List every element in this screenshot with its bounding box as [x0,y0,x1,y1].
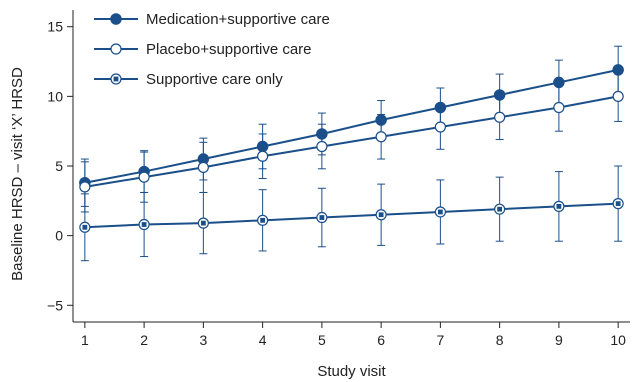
marker-square-dot [556,203,562,209]
legend-marker [110,73,122,85]
data-point [553,101,565,114]
data-point [612,198,624,210]
data-point [316,211,328,224]
data-point [257,150,269,162]
data-point [79,181,91,193]
x-tick-label: 5 [318,332,326,348]
legend: Medication+supportive care Placebo+suppor… [94,11,330,88]
data-point [79,221,91,233]
marker-square-dot [260,217,266,223]
y-tick-label: 0 [55,228,63,244]
data-point [375,131,387,143]
data-point [138,218,150,231]
series-layer [79,45,624,262]
legend-item-2: Placebo+supportive care [94,41,312,58]
marker-open-circle [316,140,328,153]
data-point [434,206,446,218]
marker-square-dot [319,215,325,220]
x-tick-label: 9 [555,332,563,348]
marker-open-circle [79,181,91,193]
marker-open-circle [110,43,122,55]
data-point [316,140,328,153]
marker-square-dot [437,209,443,215]
y-tick-label: 10 [47,88,63,104]
marker-open-circle [375,131,387,143]
marker-square-dot [200,220,206,226]
marker-open-circle [494,111,506,123]
x-tick-label: 1 [81,332,89,348]
data-point [612,90,624,102]
legend-item-3: Supportive care only [94,71,283,88]
x-tick-label: 2 [140,332,148,348]
data-point [197,161,209,173]
x-axis-title: Study visit [317,363,386,380]
data-point [197,217,209,229]
data-point [434,121,446,133]
data-point [375,209,387,221]
y-tick-label: 5 [55,158,63,174]
data-point [257,214,269,226]
legend-marker [110,13,122,25]
marker-open-circle [553,101,565,114]
series-line [84,68,619,184]
data-point [494,111,506,123]
series-line [84,95,619,188]
marker-open-circle [434,121,446,133]
x-tick-label: 7 [436,332,444,348]
marker-square-dot [82,224,88,230]
marker-square-dot [113,76,119,82]
marker-open-circle [257,150,269,162]
y-axis-title: Baseline HRSD – visit ‘X’ HRSD [9,67,26,281]
y-tick-label: 15 [47,19,63,35]
marker-open-circle [197,161,209,173]
x-tick-label: 4 [259,332,267,348]
marker-square-dot [378,212,384,218]
legend-item-1: Medication+supportive care [94,11,330,28]
legend-label: Medication+supportive care [146,11,330,28]
x-tick-label: 8 [496,332,504,348]
data-point [553,200,565,212]
marker-square-dot [615,201,621,207]
series-2 [79,70,624,213]
marker-open-circle [138,171,150,183]
legend-marker [110,43,122,55]
x-tick-label: 6 [377,332,385,348]
series-line [84,202,619,229]
axes: −5 0 5 10 15 1 2 3 4 5 6 7 8 9 10 [47,10,630,348]
marker-open-circle [612,90,624,102]
legend-label: Supportive care only [146,71,283,88]
y-tick-label: −5 [47,297,63,313]
marker-square-dot [497,206,503,212]
marker-square-dot [141,222,147,227]
legend-label: Placebo+supportive care [146,41,312,58]
data-point [138,171,150,183]
x-tick-label: 3 [199,332,207,348]
marker-filled-circle [110,13,122,25]
x-tick-label: 10 [610,332,626,348]
data-point [494,203,506,215]
series-3 [79,165,624,262]
